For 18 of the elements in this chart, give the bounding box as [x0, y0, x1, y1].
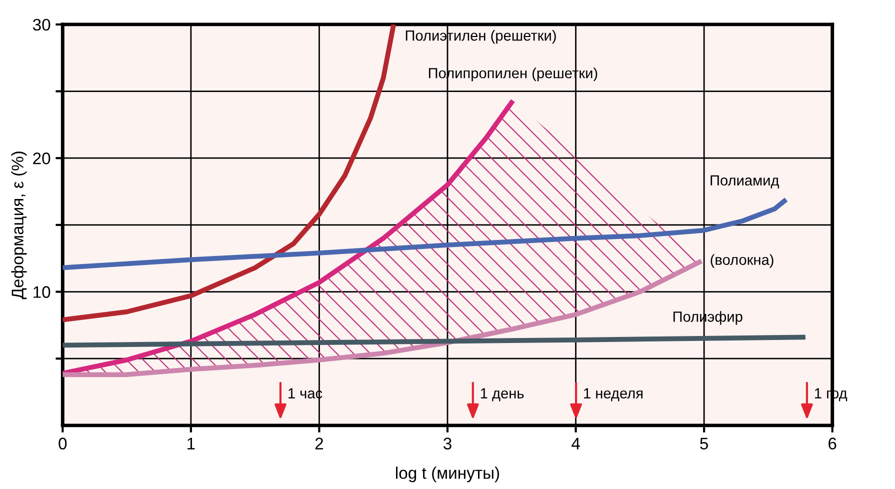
x-axis-title: log t (минуты) [396, 466, 500, 482]
line-series [62, 197, 789, 270]
x-tick-label: 5 [700, 438, 708, 450]
annotation: 1 неделя [584, 388, 643, 402]
x-tick-label: 3 [444, 438, 452, 450]
y-tick-label: 30 [32, 18, 50, 31]
annotation: 1 день [480, 388, 524, 402]
x-tick-label: 2 [315, 438, 324, 450]
y-tick-label: 20 [33, 152, 50, 164]
y-tick-label: 10 [34, 286, 50, 298]
line-series [62, 24, 396, 322]
x-tick-label: 4 [572, 438, 580, 450]
x-tick-label: 6 [828, 438, 836, 450]
y-axis-title: Деформация, ε (%) [11, 152, 27, 300]
series-label: (волокна) [710, 254, 774, 268]
x-tick-label: 1 [188, 438, 195, 450]
x-tick-label: 0 [58, 438, 67, 450]
series-label: Полиамид [710, 175, 779, 188]
